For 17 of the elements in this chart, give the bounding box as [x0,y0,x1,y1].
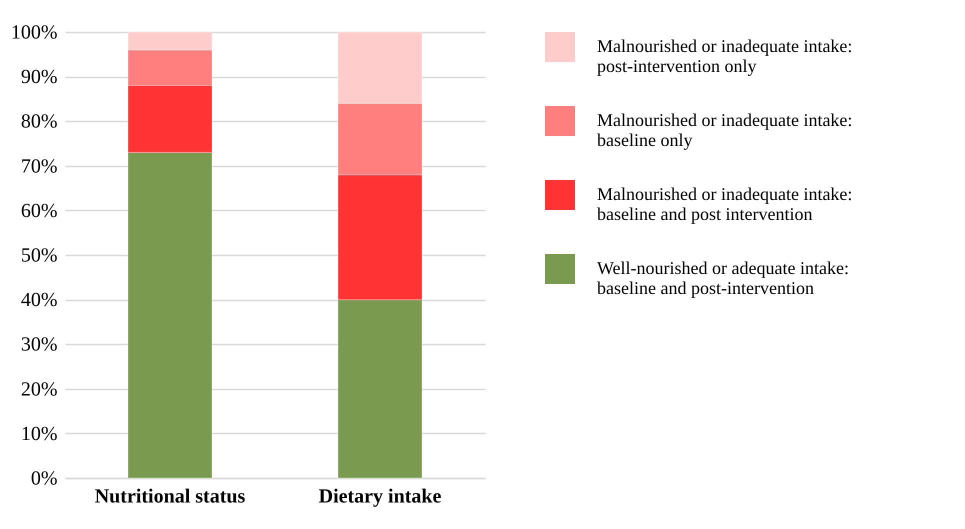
y-tick-label: 40% [20,289,58,312]
y-tick-label: 90% [20,66,58,88]
y-tick-label: 0% [30,468,58,490]
x-tick-label: Dietary intake [318,486,442,508]
legend-label: Malnourished or inadequate intake: post-intervention only [597,36,852,76]
y-tick-label: 10% [20,422,58,445]
y-tick-label: 30% [20,334,58,356]
legend-label: Well-nourished or adequate intake: baseline and post-intervention [597,258,849,298]
legend-label: Malnourished or inadequate intake: baseline and post intervention [597,184,852,224]
y-tick-label: 100% [10,22,58,44]
x-tick-label: Nutritional status [94,486,246,508]
y-tick-label: 60% [20,200,58,222]
y-tick-label: 80% [20,110,58,133]
y-tick-label: 70% [20,155,58,178]
y-tick-label: 50% [20,244,58,266]
y-tick-label: 20% [20,378,58,400]
legend-label: Malnourished or inadequate intake: baseline only [597,110,852,150]
